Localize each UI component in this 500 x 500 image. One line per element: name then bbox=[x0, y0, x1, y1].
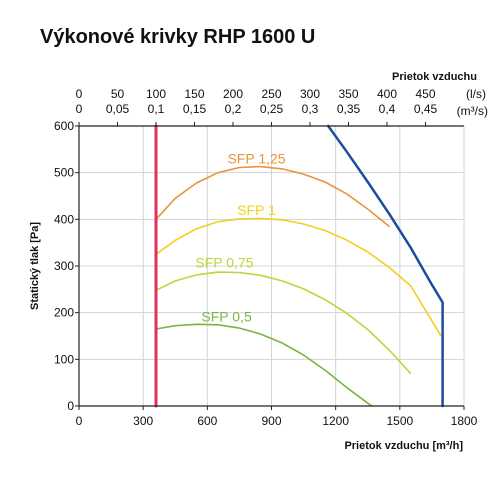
chart-title: Výkonové krivky RHP 1600 U bbox=[40, 26, 316, 48]
x-tick-label: 1500 bbox=[386, 414, 413, 428]
grid-lines bbox=[78, 125, 465, 407]
y-tick-label: 100 bbox=[54, 352, 74, 366]
series-line-4 bbox=[326, 124, 444, 408]
top-tick-label-ls: 200 bbox=[223, 87, 243, 101]
top-tick-label-m3s: 0,3 bbox=[302, 102, 319, 116]
top-axis-unit-ls: (l/s) bbox=[466, 87, 486, 101]
top-tick-label-m3s: 0,25 bbox=[260, 102, 284, 116]
top-tick-label-m3s: 0,1 bbox=[148, 102, 165, 116]
y-tick-label: 600 bbox=[54, 119, 74, 133]
series-line-1 bbox=[155, 217, 442, 336]
top-tick-label-m3s: 0,2 bbox=[225, 102, 242, 116]
top-tick-label-ls: 0 bbox=[76, 87, 83, 101]
x-tick-label: 600 bbox=[197, 414, 217, 428]
x-tick-label: 0 bbox=[76, 414, 83, 428]
y-tick-label: 300 bbox=[54, 259, 74, 273]
top-tick-label-ls: 100 bbox=[146, 87, 166, 101]
top-tick-label-m3s: 0,15 bbox=[183, 102, 207, 116]
series-line-2 bbox=[155, 271, 412, 375]
curves bbox=[154, 124, 444, 408]
top-tick-label-m3s: 0,35 bbox=[337, 102, 361, 116]
top-tick-label-ls: 450 bbox=[415, 87, 435, 101]
top-tick-label-ls: 400 bbox=[377, 87, 397, 101]
top-tick-label-ls: 250 bbox=[261, 87, 281, 101]
x-tick-label: 1800 bbox=[451, 414, 478, 428]
x-tick-label: 300 bbox=[133, 414, 153, 428]
x-tick-label: 1200 bbox=[322, 414, 349, 428]
series-line-0 bbox=[155, 165, 390, 228]
axes bbox=[75, 122, 465, 410]
top-tick-label-m3s: 0 bbox=[76, 102, 83, 116]
tick-labels: 0 300 600 900 1200 1500 1800010020030040050060… bbox=[54, 87, 478, 428]
top-axis-label: Prietok vzduchu bbox=[392, 71, 477, 83]
series-line-3 bbox=[155, 323, 373, 407]
top-tick-label-ls: 50 bbox=[111, 87, 125, 101]
y-tick-label: 400 bbox=[54, 212, 74, 226]
series-label-0: SFP 1,25 bbox=[227, 151, 285, 167]
top-tick-label-m3s: 0,4 bbox=[379, 102, 396, 116]
top-tick-label-ls: 350 bbox=[338, 87, 358, 101]
y-axis-label: Statický tlak [Pa] bbox=[29, 222, 41, 310]
series-label-2: SFP 0,75 bbox=[195, 254, 253, 270]
x-axis-label: Prietok vzduchu [m³/h] bbox=[344, 440, 463, 452]
x-tick-label: 900 bbox=[261, 414, 281, 428]
series-labels: SFP 1,25 SFP 1 SFP 0,75 SFP 0,5 bbox=[195, 151, 285, 325]
top-tick-label-m3s: 0,05 bbox=[106, 102, 130, 116]
top-tick-label-ls: 150 bbox=[184, 87, 204, 101]
top-tick-label-ls: 300 bbox=[300, 87, 320, 101]
top-tick-label-m3s: 0,45 bbox=[414, 102, 438, 116]
top-axis-unit-m3s: (m³/s) bbox=[457, 104, 488, 118]
series-label-1: SFP 1 bbox=[237, 202, 276, 218]
y-tick-label: 0 bbox=[67, 399, 74, 413]
y-tick-label: 200 bbox=[54, 306, 74, 320]
y-tick-label: 500 bbox=[54, 166, 74, 180]
series-label-3: SFP 0,5 bbox=[201, 308, 252, 324]
